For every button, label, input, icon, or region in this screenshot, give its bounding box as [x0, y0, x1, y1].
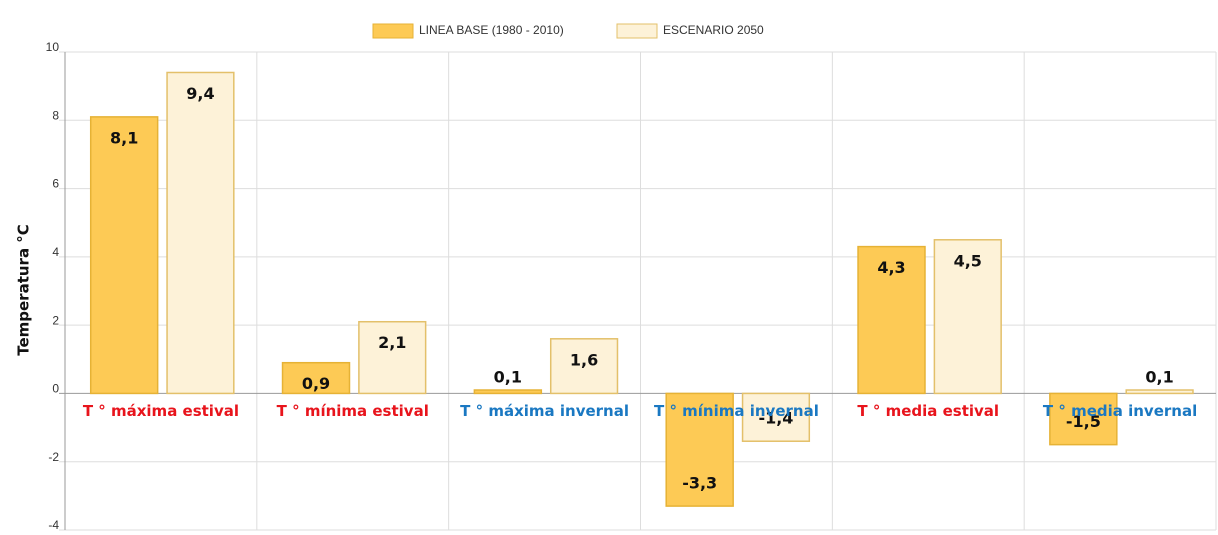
value-label: 9,4	[186, 84, 214, 103]
value-label: 1,6	[570, 350, 598, 369]
value-label: 0,1	[1145, 368, 1173, 387]
y-tick-label: -4	[48, 518, 59, 532]
bar	[166, 71, 235, 395]
value-label: -3,3	[682, 474, 717, 493]
bar	[281, 361, 351, 395]
x-tick-label: T ° media invernal	[1043, 402, 1197, 420]
x-tick-label: T ° máxima invernal	[460, 402, 629, 420]
legend-swatch	[372, 23, 414, 39]
y-tick-label: 8	[52, 108, 59, 122]
y-tick-label: 4	[52, 245, 59, 259]
y-tick-label: 10	[46, 40, 60, 54]
bar	[665, 392, 734, 507]
y-tick-label: 6	[52, 177, 59, 191]
value-label: 4,3	[877, 258, 905, 277]
value-label: 2,1	[378, 333, 406, 352]
bar	[857, 245, 926, 395]
bar	[473, 389, 543, 395]
legend-swatch	[616, 23, 658, 39]
value-label: 0,9	[302, 374, 330, 393]
bar	[549, 338, 619, 395]
bar	[1125, 389, 1194, 395]
value-label: 4,5	[954, 251, 982, 270]
x-tick-label: T ° mínima invernal	[654, 402, 819, 420]
bar	[741, 392, 811, 442]
legend-label: ESCENARIO 2050	[663, 23, 764, 37]
x-tick-label: T ° máxima estival	[83, 402, 239, 420]
value-label: 0,1	[494, 368, 522, 387]
value-label: -1,4	[758, 409, 793, 428]
bar	[89, 116, 159, 395]
x-tick-label: T ° media estival	[857, 402, 999, 420]
value-label: -1,5	[1066, 412, 1101, 431]
y-tick-label: -2	[48, 450, 59, 464]
y-tick-label: 2	[52, 313, 59, 327]
bar	[358, 320, 427, 395]
legend-label: LINEA BASE (1980 - 2010)	[419, 23, 564, 37]
y-tick-label: 0	[52, 382, 59, 396]
value-label: 8,1	[110, 128, 138, 147]
x-tick-label: T ° mínima estival	[277, 402, 429, 420]
bar	[933, 239, 1002, 395]
bar	[1049, 392, 1118, 446]
y-axis-label: Temperatura °C	[15, 224, 33, 356]
